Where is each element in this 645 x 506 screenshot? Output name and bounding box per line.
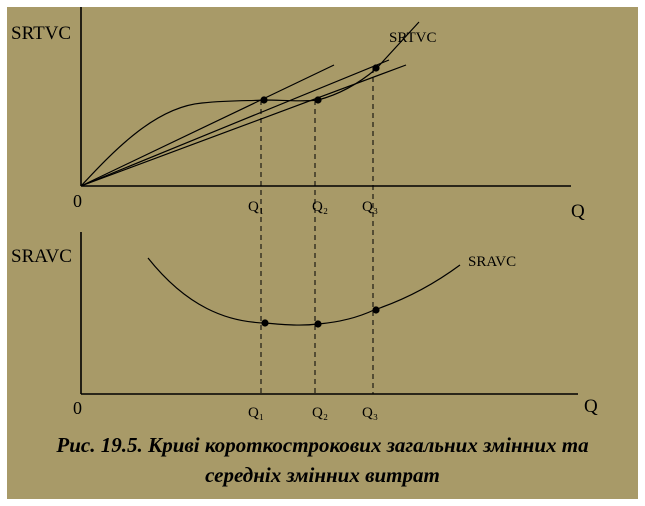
top-tick-q3: Q₃ bbox=[362, 199, 379, 215]
srtvc-curve-label: SRTVC bbox=[389, 30, 437, 46]
sravc-point-q3 bbox=[372, 306, 380, 314]
ray-tangent-q1 bbox=[80, 64, 335, 187]
figure-frame: SRTVC SRTVC 0 Q₁ Q₂ Q₃ Q SRAVC SRAVC 0 Q… bbox=[7, 7, 638, 499]
top-tick-q2: Q₂ bbox=[312, 199, 329, 215]
ray-through-q3 bbox=[80, 59, 390, 187]
bottom-tick-q2: Q₂ bbox=[312, 405, 329, 421]
sravc-curve bbox=[147, 257, 461, 326]
cost-curves-diagram bbox=[80, 7, 578, 395]
ray-tangent-q2 bbox=[80, 64, 407, 187]
srtvc-point-q3 bbox=[372, 64, 380, 72]
sravc-point-q1 bbox=[261, 319, 269, 327]
top-tick-q1: Q₁ bbox=[248, 199, 265, 215]
caption-line-2: середніх змінних витрат bbox=[205, 463, 440, 487]
top-origin-label: 0 bbox=[73, 191, 82, 211]
bottom-x-axis-label: Q bbox=[584, 396, 598, 417]
figure-caption: Рис. 19.5. Криві короткострокових загаль… bbox=[7, 430, 638, 490]
bottom-y-axis-label: SRAVC bbox=[11, 246, 72, 267]
srtvc-point-q2 bbox=[314, 96, 322, 104]
bottom-origin-label: 0 bbox=[73, 398, 82, 418]
bottom-tick-q3: Q₃ bbox=[362, 405, 379, 421]
top-x-axis-label: Q bbox=[571, 201, 585, 222]
top-y-axis-label: SRTVC bbox=[11, 23, 72, 44]
bottom-tick-q1: Q₁ bbox=[248, 405, 265, 421]
sravc-point-q2 bbox=[314, 320, 322, 328]
caption-line-1: Рис. 19.5. Криві короткострокових загаль… bbox=[56, 433, 589, 457]
srtvc-point-q1 bbox=[260, 96, 268, 104]
sravc-curve-label: SRAVC bbox=[468, 254, 517, 270]
